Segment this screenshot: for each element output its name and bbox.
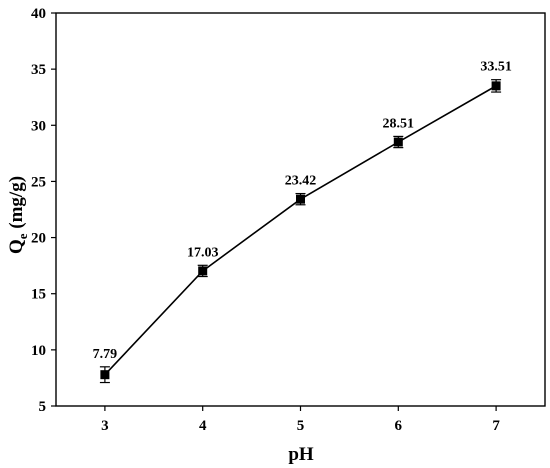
y-tick-label: 10 (31, 343, 46, 359)
y-tick-label: 20 (31, 231, 46, 247)
data-point (100, 370, 110, 380)
data-label: 23.42 (285, 174, 317, 189)
x-tick-label: 7 (492, 418, 500, 434)
y-tick-label: 15 (31, 287, 46, 303)
x-axis-title: pH (288, 444, 314, 465)
y-axis-title: Qe (mg/g) (6, 176, 30, 254)
x-tick-label: 4 (199, 418, 207, 434)
y-axis-title-subscript: e (15, 233, 30, 239)
data-point (198, 266, 208, 276)
y-tick-label: 25 (31, 174, 46, 190)
y-axis-title-base: Q (6, 239, 27, 254)
data-label: 7.79 (93, 347, 118, 362)
y-axis-title-suffix: (mg/g) (6, 176, 27, 234)
data-point (393, 137, 403, 147)
y-tick-label: 5 (39, 399, 47, 415)
plot-frame (55, 12, 546, 407)
data-label: 33.51 (480, 60, 512, 75)
y-tick-label: 35 (31, 62, 46, 78)
x-tick-label: 5 (297, 418, 305, 434)
data-point (491, 81, 501, 91)
y-tick-label: 30 (31, 118, 46, 134)
y-tick-label: 40 (31, 6, 46, 22)
data-label: 28.51 (383, 116, 415, 131)
data-label: 17.03 (187, 245, 219, 260)
x-tick-label: 6 (395, 418, 403, 434)
plot-area: 3 4 5 6 7 5 10 15 20 25 30 35 40 7.79 17.03 23.42 28.51 3… (31, 6, 546, 434)
data-point (296, 194, 305, 204)
x-tick-label: 3 (101, 418, 109, 434)
series-line (104, 85, 497, 376)
